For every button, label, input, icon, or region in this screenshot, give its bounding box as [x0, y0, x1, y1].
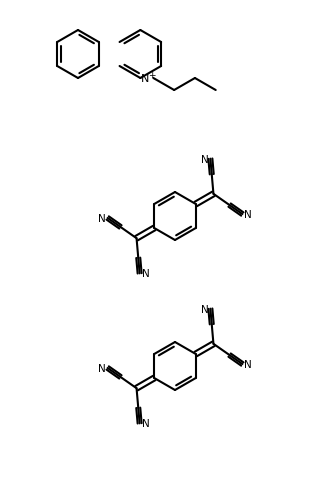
- Text: N: N: [201, 304, 209, 314]
- Text: N: N: [244, 210, 252, 220]
- Text: N: N: [201, 154, 209, 164]
- Text: N: N: [142, 269, 149, 279]
- Text: +: +: [148, 70, 156, 79]
- Text: N: N: [142, 419, 149, 428]
- Text: N: N: [98, 213, 106, 224]
- Text: N: N: [244, 359, 252, 369]
- Text: N: N: [98, 363, 106, 373]
- Text: N: N: [141, 74, 150, 84]
